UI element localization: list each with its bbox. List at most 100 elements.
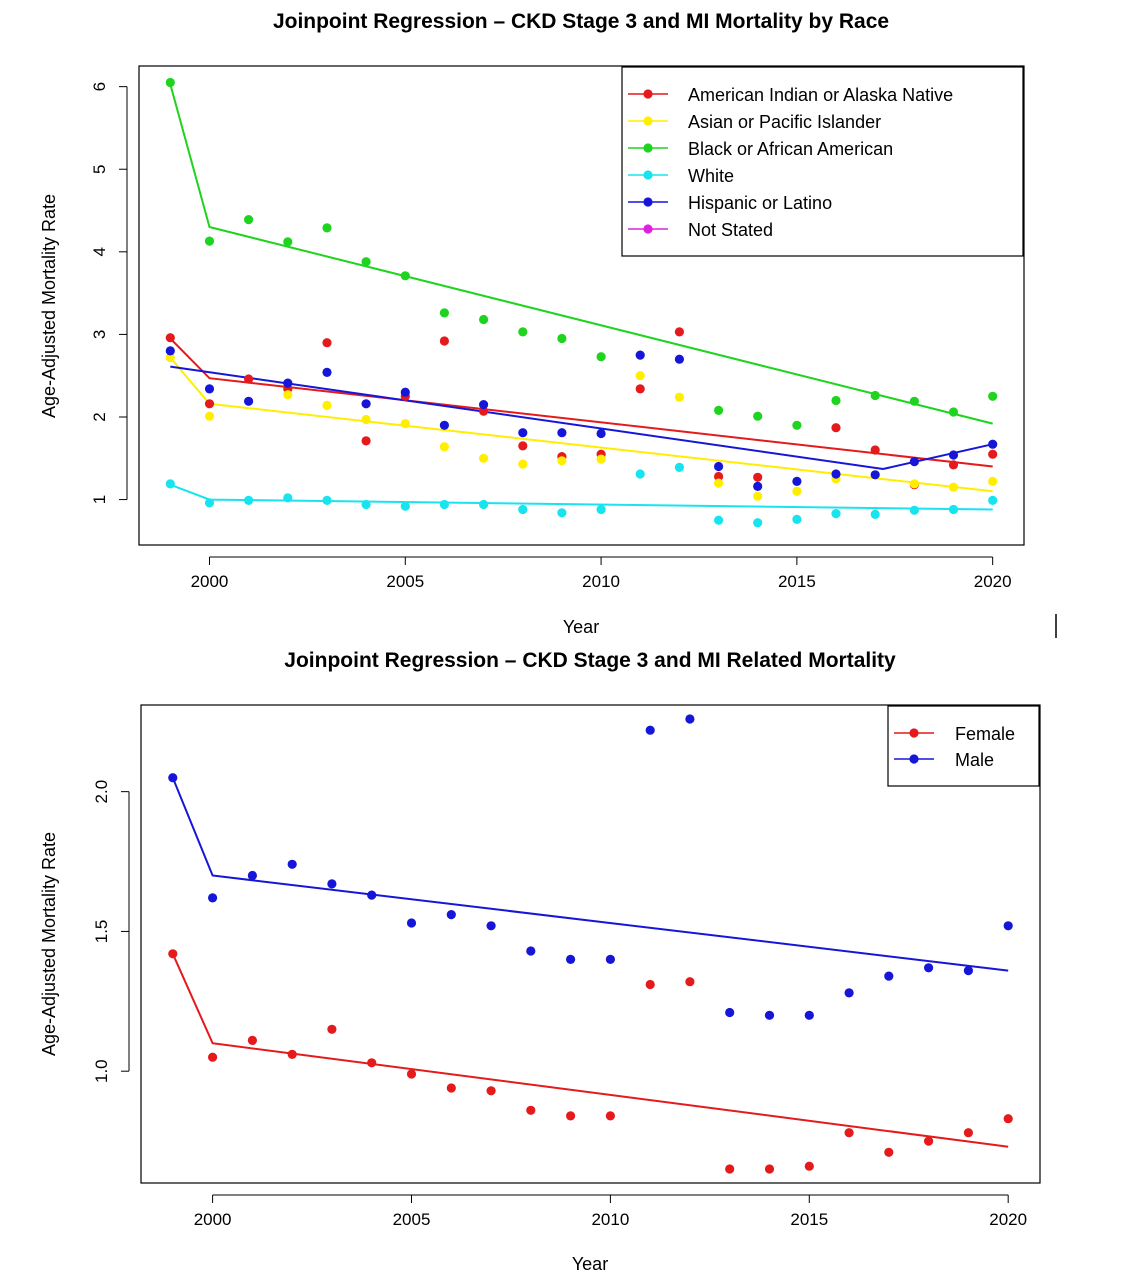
point-asian-or-pacific-islander (636, 371, 645, 380)
point-male (606, 955, 615, 964)
point-white (401, 502, 410, 511)
point-black-or-african-american (518, 327, 527, 336)
point-asian-or-pacific-islander (322, 401, 331, 410)
point-asian-or-pacific-islander (949, 483, 958, 492)
point-hispanic-or-latino (440, 421, 449, 430)
point-male (805, 1011, 814, 1020)
point-female (168, 949, 177, 958)
point-hispanic-or-latino (675, 355, 684, 364)
chart-1-y-axis-label: Age-Adjusted Mortality Rate (39, 194, 59, 418)
fit-line-female (173, 954, 1008, 1147)
legend-label-male: Male (955, 750, 994, 770)
point-hispanic-or-latino (636, 351, 645, 360)
point-hispanic-or-latino (988, 440, 997, 449)
x-tick-label: 2020 (974, 572, 1012, 591)
point-hispanic-or-latino (597, 429, 606, 438)
point-asian-or-pacific-islander (792, 487, 801, 496)
point-asian-or-pacific-islander (362, 415, 371, 424)
legend-marker-female (909, 728, 918, 737)
point-male (526, 946, 535, 955)
point-black-or-african-american (244, 215, 253, 224)
chart-2-title: Joinpoint Regression – CKD Stage 3 and M… (284, 649, 896, 672)
point-male (168, 773, 177, 782)
point-asian-or-pacific-islander (440, 442, 449, 451)
point-female (447, 1083, 456, 1092)
legend-label-american-indian: American Indian or Alaska Native (688, 85, 953, 105)
chart-2: Joinpoint Regression – CKD Stage 3 and M… (39, 649, 1040, 1274)
point-female (407, 1069, 416, 1078)
y-tick-label: 5 (90, 164, 109, 173)
point-white (440, 500, 449, 509)
point-asian-or-pacific-islander (753, 492, 762, 501)
point-male (407, 918, 416, 927)
legend-marker-hispanic-or-latino (643, 197, 652, 206)
point-female (566, 1111, 575, 1120)
point-asian-or-pacific-islander (988, 477, 997, 486)
chart-1-legend: American Indian or Alaska Native Asian o… (622, 67, 1023, 256)
chart-2-x-axis-label: Year (572, 1254, 608, 1274)
point-asian-or-pacific-islander (910, 479, 919, 488)
x-tick-label: 2010 (582, 572, 620, 591)
point-hispanic-or-latino (518, 428, 527, 437)
point-black-or-african-american (283, 237, 292, 246)
point-white (244, 496, 253, 505)
point-white (871, 510, 880, 519)
legend-marker-black-or-african-american (643, 143, 652, 152)
point-white (714, 516, 723, 525)
legend-marker-male (909, 754, 918, 763)
point-hispanic-or-latino (792, 477, 801, 486)
point-black-or-african-american (753, 412, 762, 421)
point-female (685, 977, 694, 986)
chart-2-legend: Female Male (888, 706, 1039, 786)
x-tick-label: 2015 (790, 1210, 828, 1229)
point-female (327, 1025, 336, 1034)
point-male (765, 1011, 774, 1020)
x-tick-label: 2000 (194, 1210, 232, 1229)
point-hispanic-or-latino (362, 399, 371, 408)
x-tick-label: 2020 (989, 1210, 1027, 1229)
point-black-or-african-american (205, 237, 214, 246)
point-female (606, 1111, 615, 1120)
point-hispanic-or-latino (949, 450, 958, 459)
point-black-or-african-american (322, 223, 331, 232)
point-male (1004, 921, 1013, 930)
chart-2-legend-box (888, 706, 1039, 786)
point-female (288, 1050, 297, 1059)
point-asian-or-pacific-islander (714, 479, 723, 488)
legend-label-asian-pacific: Asian or Pacific Islander (688, 112, 881, 132)
point-black-or-african-american (557, 334, 566, 343)
legend-marker-american-indian-or-alaska-native (643, 89, 652, 98)
point-black-or-african-american (949, 407, 958, 416)
legend-marker-asian-or-pacific-islander (643, 116, 652, 125)
point-hispanic-or-latino (244, 397, 253, 406)
point-male (725, 1008, 734, 1017)
point-white (166, 479, 175, 488)
y-tick-label: 2.0 (92, 780, 111, 804)
point-asian-or-pacific-islander (518, 460, 527, 469)
point-white (205, 498, 214, 507)
chart-1: Joinpoint Regression – CKD Stage 3 and M… (39, 10, 1024, 637)
point-american-indian-or-alaska-native (166, 333, 175, 342)
point-male (288, 860, 297, 869)
point-american-indian-or-alaska-native (675, 327, 684, 336)
legend-label-hispanic: Hispanic or Latino (688, 193, 832, 213)
point-white (322, 496, 331, 505)
point-hispanic-or-latino (322, 368, 331, 377)
point-male (327, 879, 336, 888)
point-hispanic-or-latino (831, 469, 840, 478)
point-female (248, 1036, 257, 1045)
point-hispanic-or-latino (479, 400, 488, 409)
point-white (949, 505, 958, 514)
point-asian-or-pacific-islander (401, 419, 410, 428)
point-white (675, 463, 684, 472)
point-black-or-african-american (401, 271, 410, 280)
y-tick-label: 6 (90, 82, 109, 91)
point-white (597, 505, 606, 514)
point-female (805, 1162, 814, 1171)
chart-2-fit-lines (173, 778, 1008, 1147)
point-american-indian-or-alaska-native (636, 384, 645, 393)
point-male (884, 972, 893, 981)
point-hispanic-or-latino (557, 428, 566, 437)
point-hispanic-or-latino (714, 462, 723, 471)
point-white (518, 505, 527, 514)
